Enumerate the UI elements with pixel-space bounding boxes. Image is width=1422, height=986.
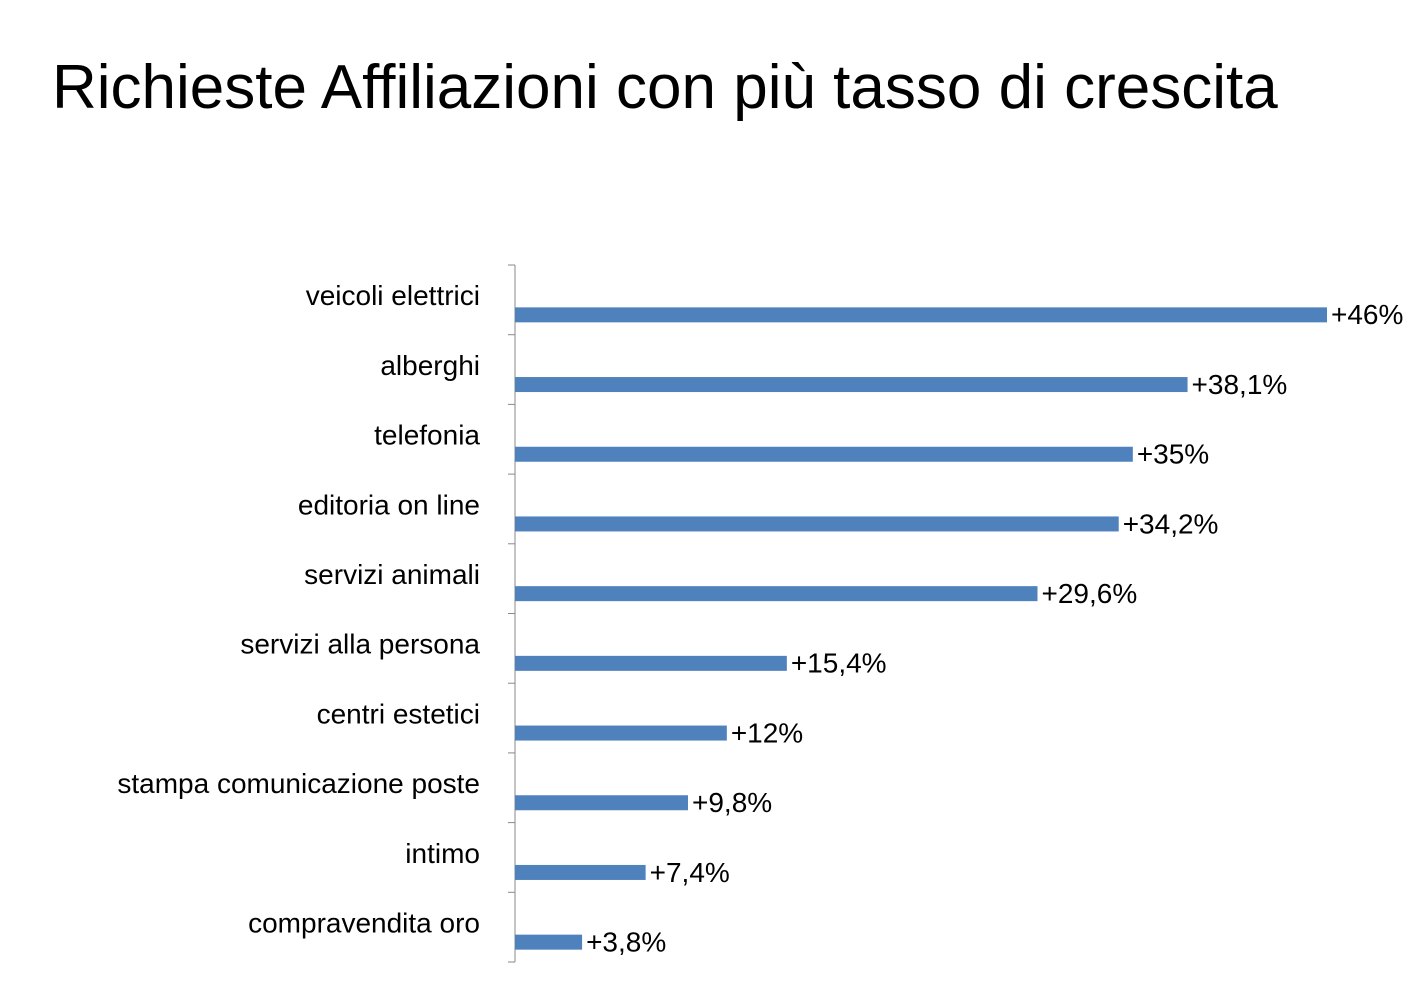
category-label: centri estetici bbox=[317, 698, 480, 729]
category-label: compravendita oro bbox=[248, 908, 480, 939]
category-label: stampa comunicazione poste bbox=[117, 768, 480, 799]
value-label: +34,2% bbox=[1123, 508, 1219, 539]
value-label: +7,4% bbox=[650, 857, 730, 888]
bar bbox=[515, 516, 1119, 532]
category-label: telefonia bbox=[374, 420, 480, 451]
bar bbox=[515, 864, 646, 880]
bar bbox=[515, 307, 1327, 323]
category-label: veicoli elettrici bbox=[306, 280, 480, 311]
value-label: +3,8% bbox=[586, 927, 666, 958]
category-label: intimo bbox=[405, 838, 480, 869]
value-label: +38,1% bbox=[1192, 369, 1288, 400]
bar bbox=[515, 655, 787, 671]
bar bbox=[515, 446, 1133, 462]
chart-title: Richieste Affiliazioni con più tasso di … bbox=[52, 53, 1278, 122]
category-label: servizi animali bbox=[304, 559, 480, 590]
bar bbox=[515, 586, 1038, 602]
category-label: alberghi bbox=[380, 350, 480, 381]
value-label: +12% bbox=[731, 717, 803, 748]
category-label: servizi alla persona bbox=[240, 629, 480, 660]
value-label: +29,6% bbox=[1042, 578, 1138, 609]
category-label: editoria on line bbox=[298, 489, 480, 520]
bar bbox=[515, 377, 1188, 393]
value-label: +15,4% bbox=[791, 648, 887, 679]
value-label: +35% bbox=[1137, 439, 1209, 470]
bar bbox=[515, 795, 688, 811]
bar bbox=[515, 934, 583, 950]
value-label: +9,8% bbox=[692, 787, 772, 818]
value-label: +46% bbox=[1331, 299, 1403, 330]
bar bbox=[515, 725, 727, 741]
